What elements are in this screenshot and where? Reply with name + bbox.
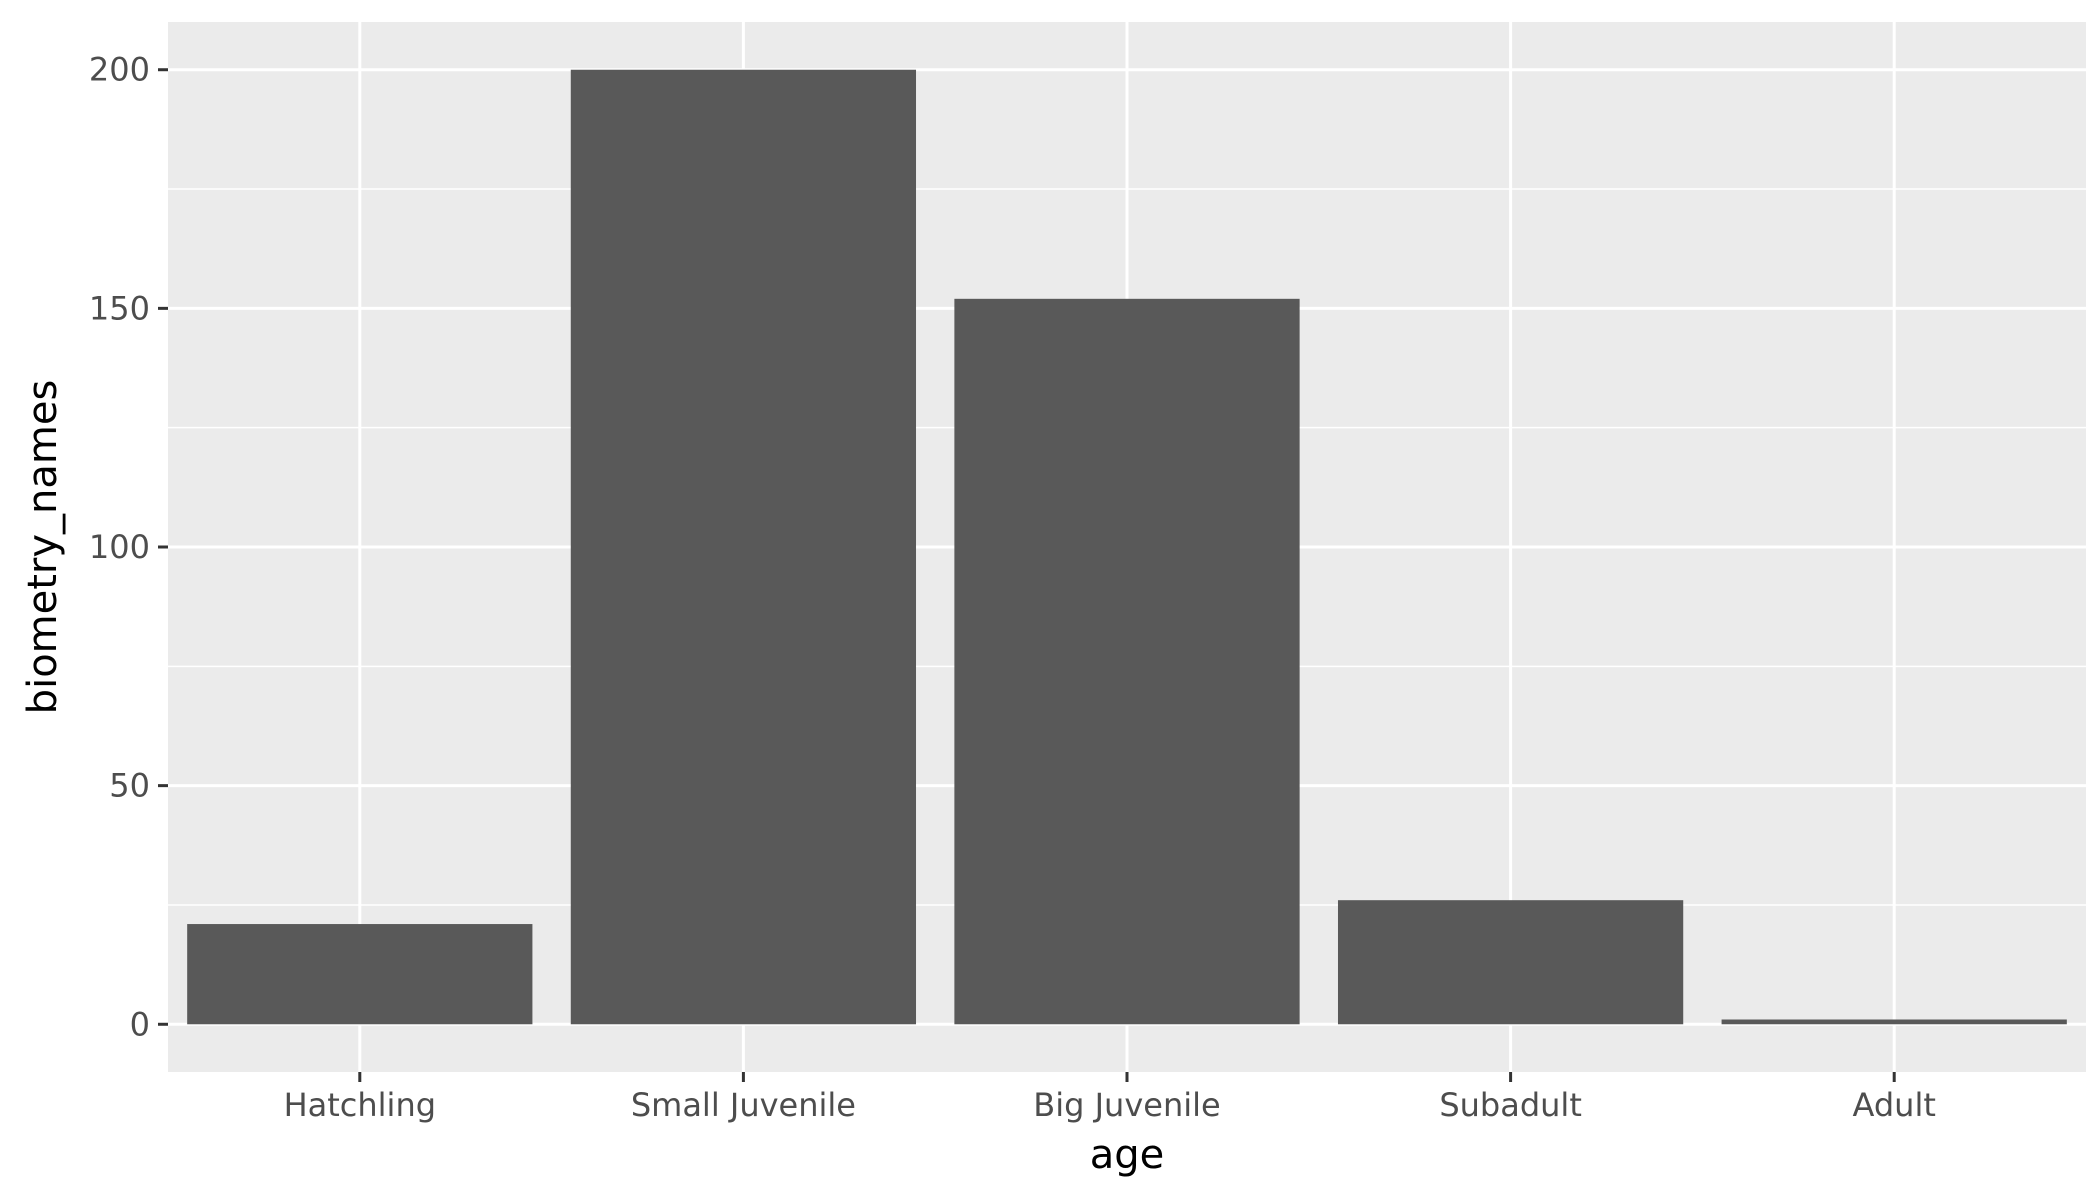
- y-axis-title: biometry_names: [20, 380, 66, 715]
- bar-adult: [1721, 1019, 2067, 1025]
- y-tick-label: 0: [130, 1005, 150, 1043]
- x-tick-label: Small Juvenile: [631, 1086, 856, 1124]
- bar-small-juvenile: [570, 69, 917, 1025]
- bars: [187, 69, 2067, 1025]
- axes: 0 50 100 150 200 Hatchling Small Juvenile Big J…: [89, 51, 1936, 1124]
- y-tick-label: 100: [89, 528, 150, 566]
- x-tick-label: Hatchling: [284, 1086, 436, 1124]
- x-tick-label: Adult: [1853, 1086, 1936, 1124]
- y-tick-label: 150: [89, 289, 150, 327]
- x-axis-title: age: [1090, 1132, 1165, 1178]
- bar-hatchling: [187, 924, 533, 1025]
- y-tick-label: 50: [109, 767, 150, 805]
- x-tick-label: Subadult: [1439, 1086, 1582, 1124]
- bar-subadult: [1337, 900, 1684, 1025]
- bar-big-juvenile: [954, 298, 1300, 1025]
- x-tick-label: Big Juvenile: [1033, 1086, 1220, 1124]
- y-tick-label: 200: [89, 51, 150, 89]
